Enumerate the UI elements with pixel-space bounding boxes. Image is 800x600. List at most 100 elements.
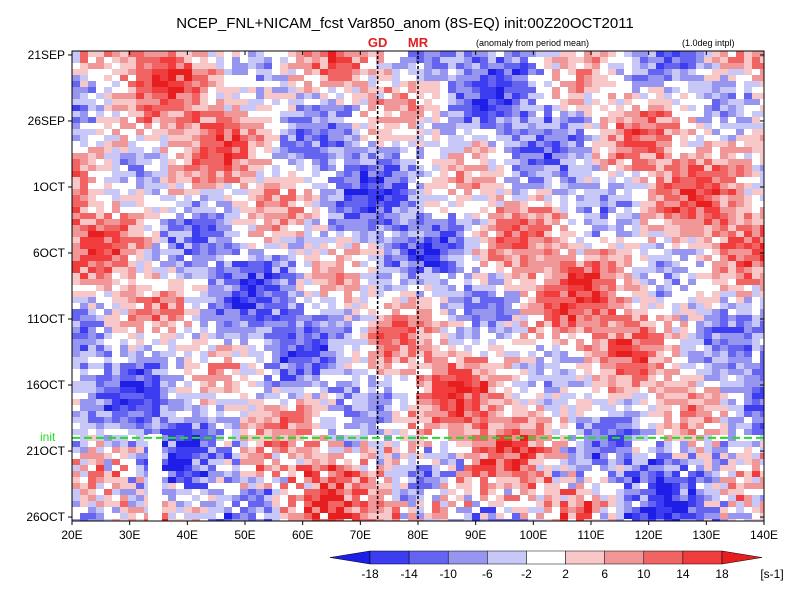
anomaly-cell [560,81,568,87]
anomaly-cell [704,243,712,249]
anomaly-cell [536,165,544,171]
anomaly-cell [240,411,248,417]
anomaly-cell [272,429,280,435]
anomaly-cell [72,207,80,213]
anomaly-cell [520,267,528,273]
anomaly-cell [296,327,304,333]
anomaly-cell [112,249,120,255]
anomaly-cell [112,381,120,387]
anomaly-cell [408,405,416,411]
anomaly-cell [456,441,464,447]
anomaly-cell [536,285,544,291]
anomaly-cell [616,363,624,369]
anomaly-cell [200,225,208,231]
anomaly-cell [720,357,728,363]
anomaly-cell [464,165,472,171]
anomaly-cell [752,321,760,327]
anomaly-cell [232,291,240,297]
anomaly-cell [704,357,712,363]
anomaly-cell [480,165,488,171]
anomaly-cell [496,69,504,75]
anomaly-cell [616,393,624,399]
anomaly-cell [568,321,576,327]
anomaly-cell [640,165,648,171]
anomaly-cell [184,117,192,123]
anomaly-cell [152,105,160,111]
anomaly-cell [520,387,528,393]
anomaly-cell [232,207,240,213]
anomaly-cell [560,381,568,387]
anomaly-cell [656,393,664,399]
anomaly-cell [288,375,296,381]
anomaly-cell [120,123,128,129]
anomaly-cell [664,141,672,147]
anomaly-cell [384,441,392,447]
anomaly-cell [384,387,392,393]
anomaly-cell [288,147,296,153]
anomaly-cell [240,129,248,135]
anomaly-cell [144,171,152,177]
anomaly-cell [128,105,136,111]
anomaly-cell [248,405,256,411]
anomaly-cell [712,315,720,321]
anomaly-cell [720,423,728,429]
anomaly-cell [96,201,104,207]
anomaly-cell [272,285,280,291]
anomaly-cell [696,81,704,87]
anomaly-cell [264,285,272,291]
anomaly-cell [176,51,184,57]
anomaly-cell [408,141,416,147]
anomaly-cell [360,99,368,105]
anomaly-cell [504,105,512,111]
anomaly-cell [400,453,408,459]
anomaly-cell [488,315,496,321]
anomaly-cell [184,195,192,201]
anomaly-cell [544,363,552,369]
anomaly-cell [416,81,424,87]
anomaly-cell [144,315,152,321]
anomaly-cell [696,243,704,249]
anomaly-cell [176,375,184,381]
anomaly-cell [528,129,536,135]
anomaly-cell [392,141,400,147]
anomaly-cell [672,315,680,321]
anomaly-cell [152,405,160,411]
anomaly-cell [280,399,288,405]
anomaly-cell [336,213,344,219]
anomaly-cell [104,189,112,195]
anomaly-cell [128,447,136,453]
anomaly-cell [368,279,376,285]
anomaly-cell [640,297,648,303]
anomaly-cell [128,225,136,231]
anomaly-cell [192,453,200,459]
anomaly-cell [232,171,240,177]
anomaly-cell [576,315,584,321]
anomaly-cell [336,81,344,87]
anomaly-cell [72,111,80,117]
anomaly-cell [232,381,240,387]
anomaly-cell [104,441,112,447]
anomaly-cell [240,111,248,117]
anomaly-cell [512,165,520,171]
anomaly-cell [480,399,488,405]
anomaly-cell [600,213,608,219]
anomaly-cell [456,105,464,111]
anomaly-cell [464,51,472,57]
anomaly-cell [632,429,640,435]
anomaly-cell [512,405,520,411]
anomaly-cell [328,111,336,117]
anomaly-cell [640,159,648,165]
anomaly-cell [712,441,720,447]
anomaly-cell [656,129,664,135]
anomaly-cell [264,195,272,201]
anomaly-cell [264,411,272,417]
anomaly-cell [104,465,112,471]
anomaly-cell [496,57,504,63]
anomaly-cell [312,333,320,339]
anomaly-cell [456,219,464,225]
anomaly-cell [320,189,328,195]
anomaly-cell [544,111,552,117]
anomaly-cell [616,165,624,171]
anomaly-cell [440,183,448,189]
anomaly-cell [432,423,440,429]
